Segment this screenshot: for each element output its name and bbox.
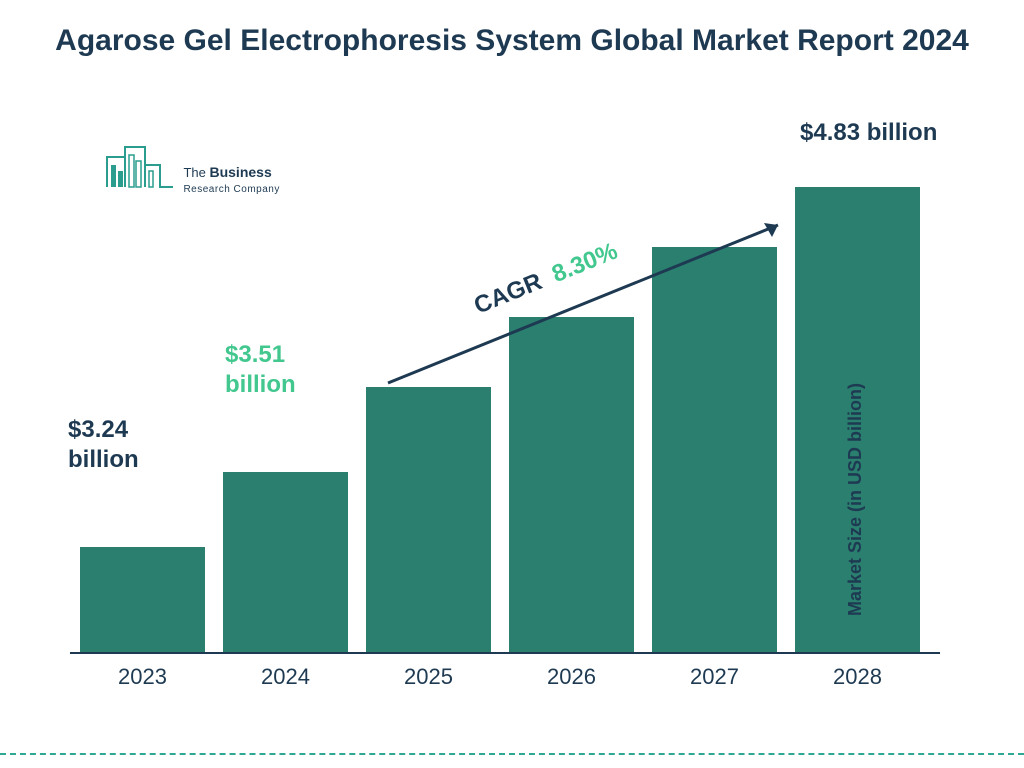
value-label-2024: $3.51billion xyxy=(225,340,296,400)
chart-area: 2023 2024 2025 2026 2027 2028 Market Siz… xyxy=(70,120,930,690)
value-label-2028: $4.83 billion xyxy=(800,118,937,148)
x-axis-line xyxy=(70,652,940,654)
bar-2023 xyxy=(80,547,205,652)
x-label: 2027 xyxy=(652,664,777,690)
value-label-2023: $3.24billion xyxy=(68,415,139,475)
cagr-arrow xyxy=(380,205,800,395)
bar-rect xyxy=(80,547,205,652)
bar-2025 xyxy=(366,387,491,652)
x-label: 2023 xyxy=(80,664,205,690)
x-axis-labels: 2023 2024 2025 2026 2027 2028 xyxy=(70,664,930,690)
y-axis-label: Market Size (in USD billion) xyxy=(845,383,866,616)
x-label: 2024 xyxy=(223,664,348,690)
x-label: 2028 xyxy=(795,664,920,690)
bottom-dashed-line xyxy=(0,753,1024,755)
chart-title: Agarose Gel Electrophoresis System Globa… xyxy=(0,0,1024,60)
x-label: 2026 xyxy=(509,664,634,690)
x-label: 2025 xyxy=(366,664,491,690)
bar-rect xyxy=(366,387,491,652)
bar-2024 xyxy=(223,472,348,652)
bar-rect xyxy=(223,472,348,652)
